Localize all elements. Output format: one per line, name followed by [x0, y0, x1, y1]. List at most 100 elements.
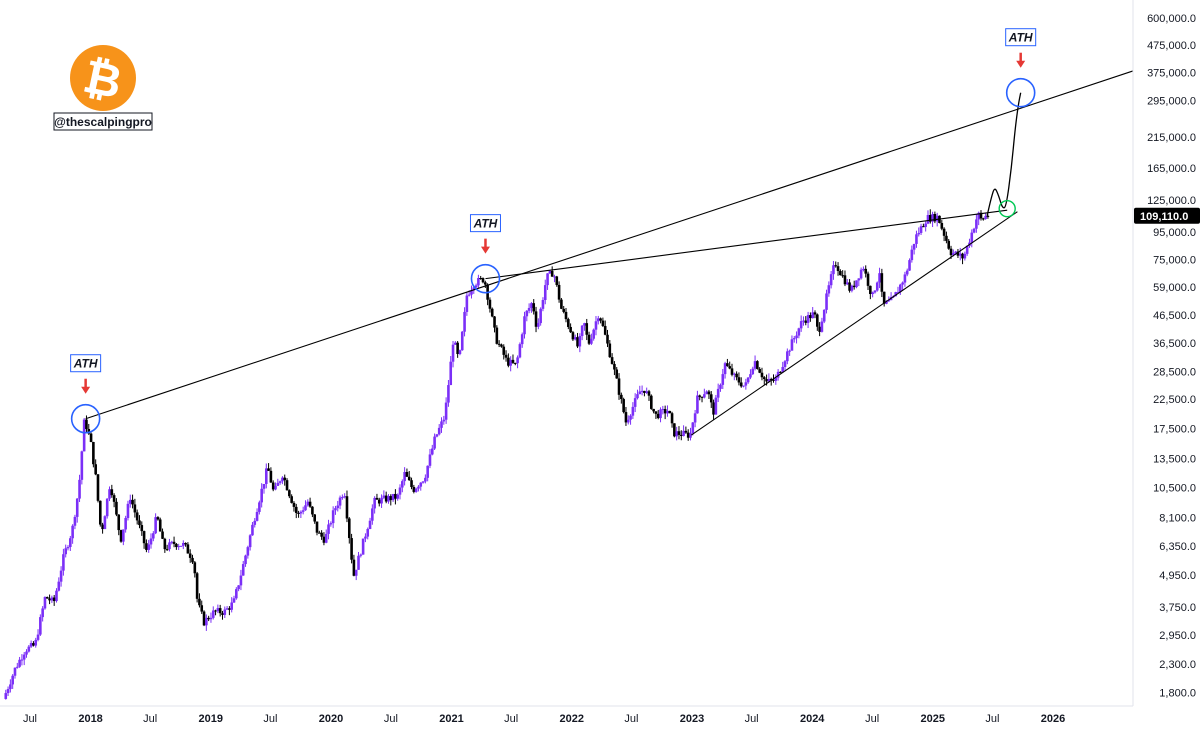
- candle-body: [873, 290, 877, 293]
- candle-body: [4, 693, 8, 699]
- candle-body: [128, 499, 132, 504]
- candle-body: [730, 368, 734, 375]
- candle-body: [172, 541, 176, 544]
- candle-body: [200, 605, 204, 612]
- candle-body: [758, 368, 761, 373]
- candle-body: [75, 498, 79, 517]
- candle-body: [414, 488, 418, 492]
- candle-body: [638, 391, 642, 395]
- candle-body: [311, 506, 314, 515]
- candle-body: [691, 422, 695, 433]
- candle-body: [919, 226, 923, 233]
- candle-body: [560, 299, 563, 309]
- y-tick-label: 46,500.0: [1153, 310, 1196, 322]
- candle-body: [555, 276, 559, 285]
- candle-body: [811, 312, 814, 319]
- candle-body: [513, 362, 517, 364]
- candle-body: [87, 428, 91, 434]
- candle-body: [442, 419, 446, 422]
- candle-body: [407, 476, 411, 481]
- brand-handle: @thescalpingpro: [54, 115, 152, 129]
- candle-body: [975, 219, 978, 229]
- candle-body: [769, 378, 773, 380]
- candle-body: [6, 689, 10, 694]
- candle-body: [772, 379, 775, 381]
- candle-body: [896, 292, 900, 294]
- candle-body: [656, 413, 660, 419]
- candle-body: [345, 496, 349, 519]
- candle-body: [313, 514, 317, 522]
- plot-area[interactable]: ATH ATH ATH: [4, 28, 1134, 700]
- candle-body: [20, 659, 24, 661]
- candle-body: [352, 559, 356, 576]
- candle-body: [804, 320, 808, 323]
- x-tick-label: Jul: [985, 713, 999, 725]
- candle-body: [557, 284, 561, 300]
- candle-body: [979, 212, 983, 219]
- price-axis[interactable]: 600,000.0 475,000.0 375,000.0 295,000.0 215,…: [1147, 13, 1196, 699]
- candle-body: [756, 361, 759, 369]
- candle-body: [504, 354, 508, 358]
- candle-body: [670, 413, 674, 424]
- candle-body: [421, 481, 425, 483]
- candle-body: [965, 245, 969, 254]
- y-tick-label: 28,500.0: [1153, 367, 1196, 379]
- candle-body: [788, 350, 791, 352]
- x-tick-label: Jul: [23, 713, 37, 725]
- candle-body: [357, 555, 360, 570]
- candle-body: [735, 373, 738, 378]
- candle-body: [361, 538, 365, 555]
- candle-body: [507, 357, 510, 366]
- y-tick-label: 10,500.0: [1153, 483, 1196, 495]
- candle-body: [126, 503, 130, 519]
- candle-body: [845, 282, 849, 285]
- candle-body: [714, 397, 718, 415]
- candle-body: [41, 608, 44, 618]
- ath-label-box: [469, 214, 501, 233]
- arrow-down-icon: [81, 386, 91, 394]
- candle-body: [444, 402, 448, 420]
- candle-body: [935, 215, 939, 222]
- candle-body: [426, 465, 429, 478]
- candle-body: [449, 361, 453, 386]
- candle-body: [663, 409, 667, 414]
- candle-body: [85, 419, 88, 429]
- candle-body: [859, 269, 863, 279]
- candle-body: [163, 538, 167, 550]
- candle-body: [829, 274, 833, 286]
- arrow-down-icon: [1016, 60, 1026, 68]
- candle-body: [940, 223, 944, 229]
- ath-marker-circle: [70, 403, 101, 434]
- candle-body: [117, 514, 121, 531]
- projection-path: [986, 92, 1022, 216]
- candle-body: [661, 409, 665, 411]
- candle-body: [903, 274, 907, 283]
- y-tick-label: 3,750.0: [1159, 602, 1196, 614]
- candle-body: [235, 589, 238, 599]
- x-tick-label: 2024: [800, 713, 825, 725]
- candle-body: [594, 321, 598, 330]
- ath-marker-circle: [1005, 77, 1036, 108]
- candle-body: [613, 363, 616, 370]
- candle-body: [18, 659, 21, 667]
- candle-body: [739, 382, 743, 387]
- candle-body: [760, 372, 764, 378]
- ath-label-box: [1005, 28, 1037, 47]
- x-tick-label: Jul: [624, 713, 638, 725]
- candle-body: [435, 434, 439, 437]
- candle-body: [912, 243, 916, 250]
- candle-body: [94, 464, 97, 475]
- candle-body: [885, 301, 888, 304]
- candle-body: [71, 525, 74, 539]
- candle-body: [689, 432, 692, 438]
- candle-body: [905, 270, 909, 275]
- y-tick-label: 75,000.0: [1153, 254, 1196, 266]
- candle-body: [481, 278, 485, 283]
- candle-body: [693, 413, 697, 423]
- x-tick-label: Jul: [865, 713, 879, 725]
- x-tick-label: Jul: [504, 713, 518, 725]
- y-tick-label: 375,000.0: [1147, 67, 1196, 79]
- time-axis[interactable]: Jul 2018 Jul 2019 Jul 2020 Jul 2021 Jul 2022 Jul 20…: [23, 713, 1065, 725]
- candle-body: [546, 273, 549, 286]
